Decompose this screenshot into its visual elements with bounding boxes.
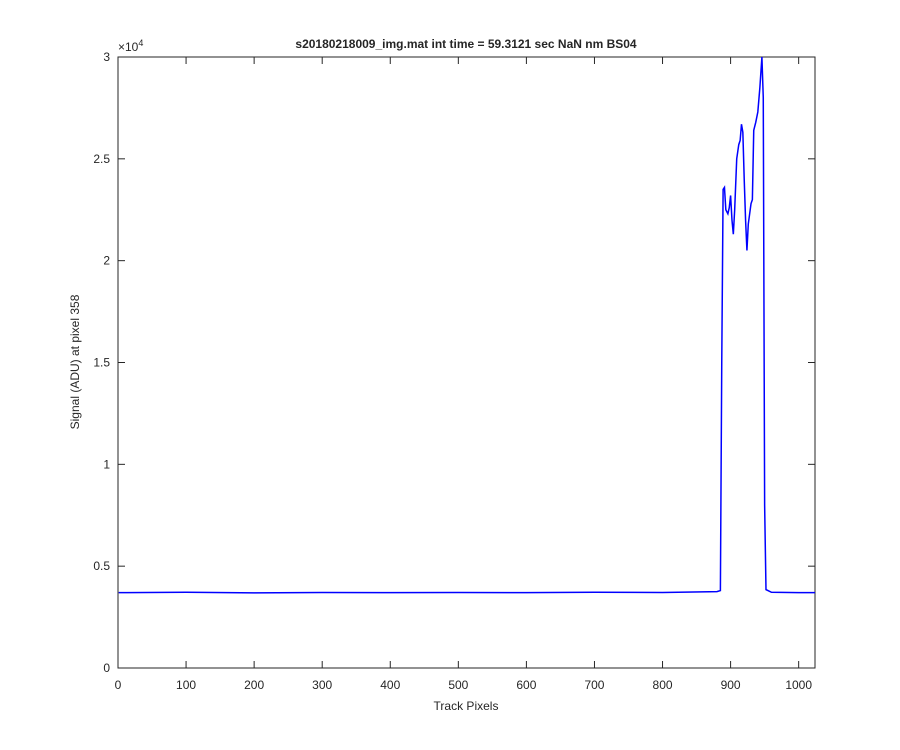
y-tick-label: 0: [103, 661, 110, 675]
x-tick-label: 900: [721, 678, 741, 692]
y-axis-label: Signal (ADU) at pixel 358: [68, 294, 82, 429]
y-tick-label: 1: [103, 457, 110, 471]
x-axis-label: Track Pixels: [434, 699, 499, 713]
x-tick-label: 100: [176, 678, 196, 692]
y-tick-label: 0.5: [93, 559, 110, 573]
y-exponent-power: 4: [138, 38, 143, 48]
x-tick-label: 1000: [785, 678, 812, 692]
x-tick-label: 800: [653, 678, 673, 692]
x-tick-label: 200: [244, 678, 264, 692]
x-tick-label: 700: [584, 678, 604, 692]
y-tick-label: 1.5: [93, 356, 110, 370]
x-tick-label: 600: [516, 678, 536, 692]
data-line: [118, 56, 815, 594]
plot-box: [117, 56, 816, 669]
chart-title: s20180218009_img.mat int time = 59.3121 …: [295, 37, 637, 51]
y-tick-label: 3: [103, 50, 110, 64]
x-tick-label: 300: [312, 678, 332, 692]
y-tick-label: 2: [103, 254, 110, 268]
x-tick-label: 0: [115, 678, 122, 692]
x-tick-label: 500: [448, 678, 468, 692]
y-exponent: ×104: [118, 38, 143, 54]
y-tick-label: 2.5: [93, 152, 110, 166]
x-tick-label: 400: [380, 678, 400, 692]
y-exponent-base: ×10: [118, 40, 139, 54]
